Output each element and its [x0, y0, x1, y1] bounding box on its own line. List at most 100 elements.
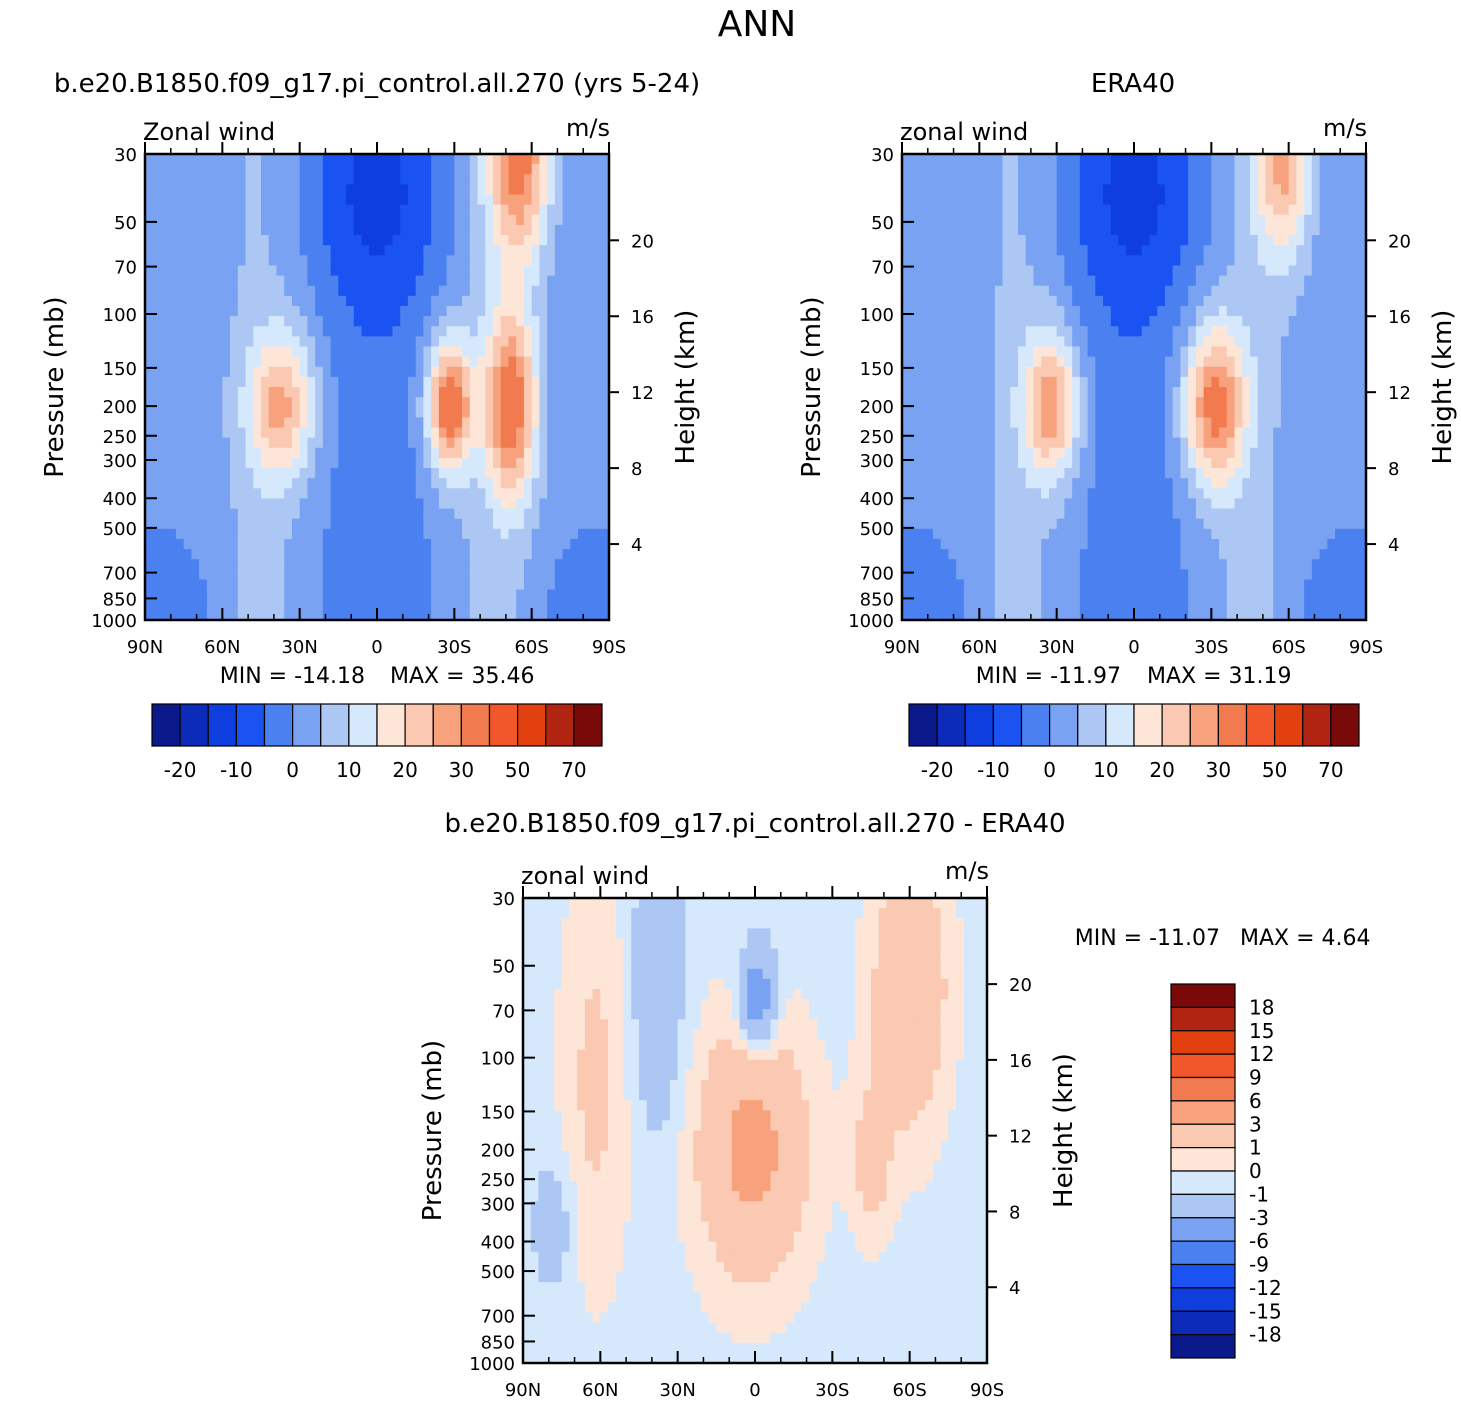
contour-cell — [307, 255, 316, 267]
contour-cell — [562, 559, 571, 570]
contour-cell — [183, 387, 192, 398]
contour-cell — [284, 204, 293, 216]
contour-cell — [902, 518, 911, 530]
contour-cell — [392, 447, 401, 459]
contour-cell — [570, 437, 579, 449]
contour-cell — [384, 184, 394, 196]
contour-cell — [222, 609, 231, 621]
contour-cell — [1250, 376, 1259, 388]
contour-cell — [493, 346, 502, 358]
contour-cell — [462, 326, 471, 337]
contour-cell — [431, 326, 440, 337]
contour-cell — [462, 214, 471, 226]
contour-cell — [400, 609, 409, 621]
contour-cell — [152, 336, 162, 348]
contour-cell — [1056, 397, 1065, 408]
contour-cell — [214, 559, 223, 570]
contour-cell — [423, 397, 432, 408]
contour-cell — [1172, 468, 1181, 479]
contour-cell — [175, 488, 185, 500]
contour-cell — [1110, 599, 1120, 611]
contour-cell — [902, 336, 911, 348]
contour-cell — [570, 336, 579, 348]
contour-cell — [925, 407, 934, 418]
contour-cell — [469, 397, 479, 408]
contour-cell — [462, 518, 471, 530]
contour-cell — [987, 356, 996, 368]
contour-cell — [237, 336, 247, 348]
contour-cell — [446, 538, 455, 550]
contour-cell — [1242, 336, 1251, 348]
contour-cell — [1118, 569, 1127, 581]
contour-cell — [585, 559, 595, 570]
contour-cell — [431, 316, 440, 327]
contour-cell — [145, 579, 154, 591]
contour-cell — [1188, 538, 1197, 550]
contour-cell — [562, 417, 571, 429]
contour-cell — [168, 255, 177, 267]
contour-cell — [462, 387, 471, 398]
contour-cell — [361, 508, 370, 520]
contour-cell — [547, 437, 556, 449]
contour-cell — [1234, 457, 1243, 469]
contour-cell — [237, 376, 247, 388]
contour-cell — [1126, 589, 1135, 601]
contour-cell — [578, 356, 587, 368]
contour-cell — [971, 468, 980, 479]
contour-cell — [1164, 184, 1174, 196]
contour-cell — [353, 599, 363, 611]
contour-cell — [407, 295, 417, 307]
contour-cell — [1149, 295, 1158, 307]
contour-cell — [547, 589, 556, 601]
contour-cell — [493, 224, 502, 236]
contour-cell — [268, 518, 278, 530]
contour-cell — [570, 164, 579, 175]
contour-cell — [431, 437, 440, 449]
contour-cell — [987, 518, 996, 530]
contour-cell — [1025, 478, 1035, 489]
contour-cell — [500, 245, 510, 256]
contour-cell — [446, 387, 455, 398]
contour-cell — [917, 488, 926, 500]
contour-cell — [438, 488, 448, 500]
contour-cell — [245, 457, 254, 469]
contour-cell — [415, 437, 424, 449]
contour-cell — [400, 457, 409, 469]
contour-cell — [1164, 174, 1174, 185]
contour-cell — [1095, 265, 1104, 277]
contour-cell — [477, 397, 486, 408]
contour-cell — [462, 285, 471, 297]
contour-cell — [315, 245, 324, 256]
contour-cell — [469, 417, 479, 429]
contour-cell — [477, 589, 486, 601]
contour-cell — [299, 214, 308, 226]
contour-cell — [160, 285, 169, 297]
contour-cell — [299, 559, 308, 570]
contour-cell — [276, 518, 285, 530]
contour-cell — [925, 427, 934, 439]
contour-cell — [1095, 366, 1104, 378]
contour-cell — [199, 488, 208, 500]
contour-cell — [361, 549, 370, 560]
contour-cell — [601, 387, 610, 398]
contour-cell — [932, 235, 942, 246]
contour-cell — [956, 346, 965, 358]
contour-cell — [253, 255, 262, 267]
contour-cell — [500, 528, 510, 540]
contour-cell — [230, 265, 239, 277]
contour-cell — [1226, 184, 1236, 196]
contour-cell — [940, 468, 949, 479]
contour-cell — [1134, 397, 1143, 408]
contour-cell — [1195, 609, 1205, 621]
contour-cell — [963, 457, 973, 469]
contour-cell — [523, 437, 533, 449]
contour-cell — [214, 427, 223, 439]
contour-cell — [508, 609, 517, 621]
contour-cell — [1195, 305, 1205, 317]
contour-cell — [299, 224, 308, 236]
contour-cell — [1118, 498, 1127, 510]
contour-cell — [446, 275, 455, 287]
contour-cell — [284, 265, 293, 277]
contour-cell — [1126, 356, 1135, 368]
contour-cell — [570, 366, 579, 378]
